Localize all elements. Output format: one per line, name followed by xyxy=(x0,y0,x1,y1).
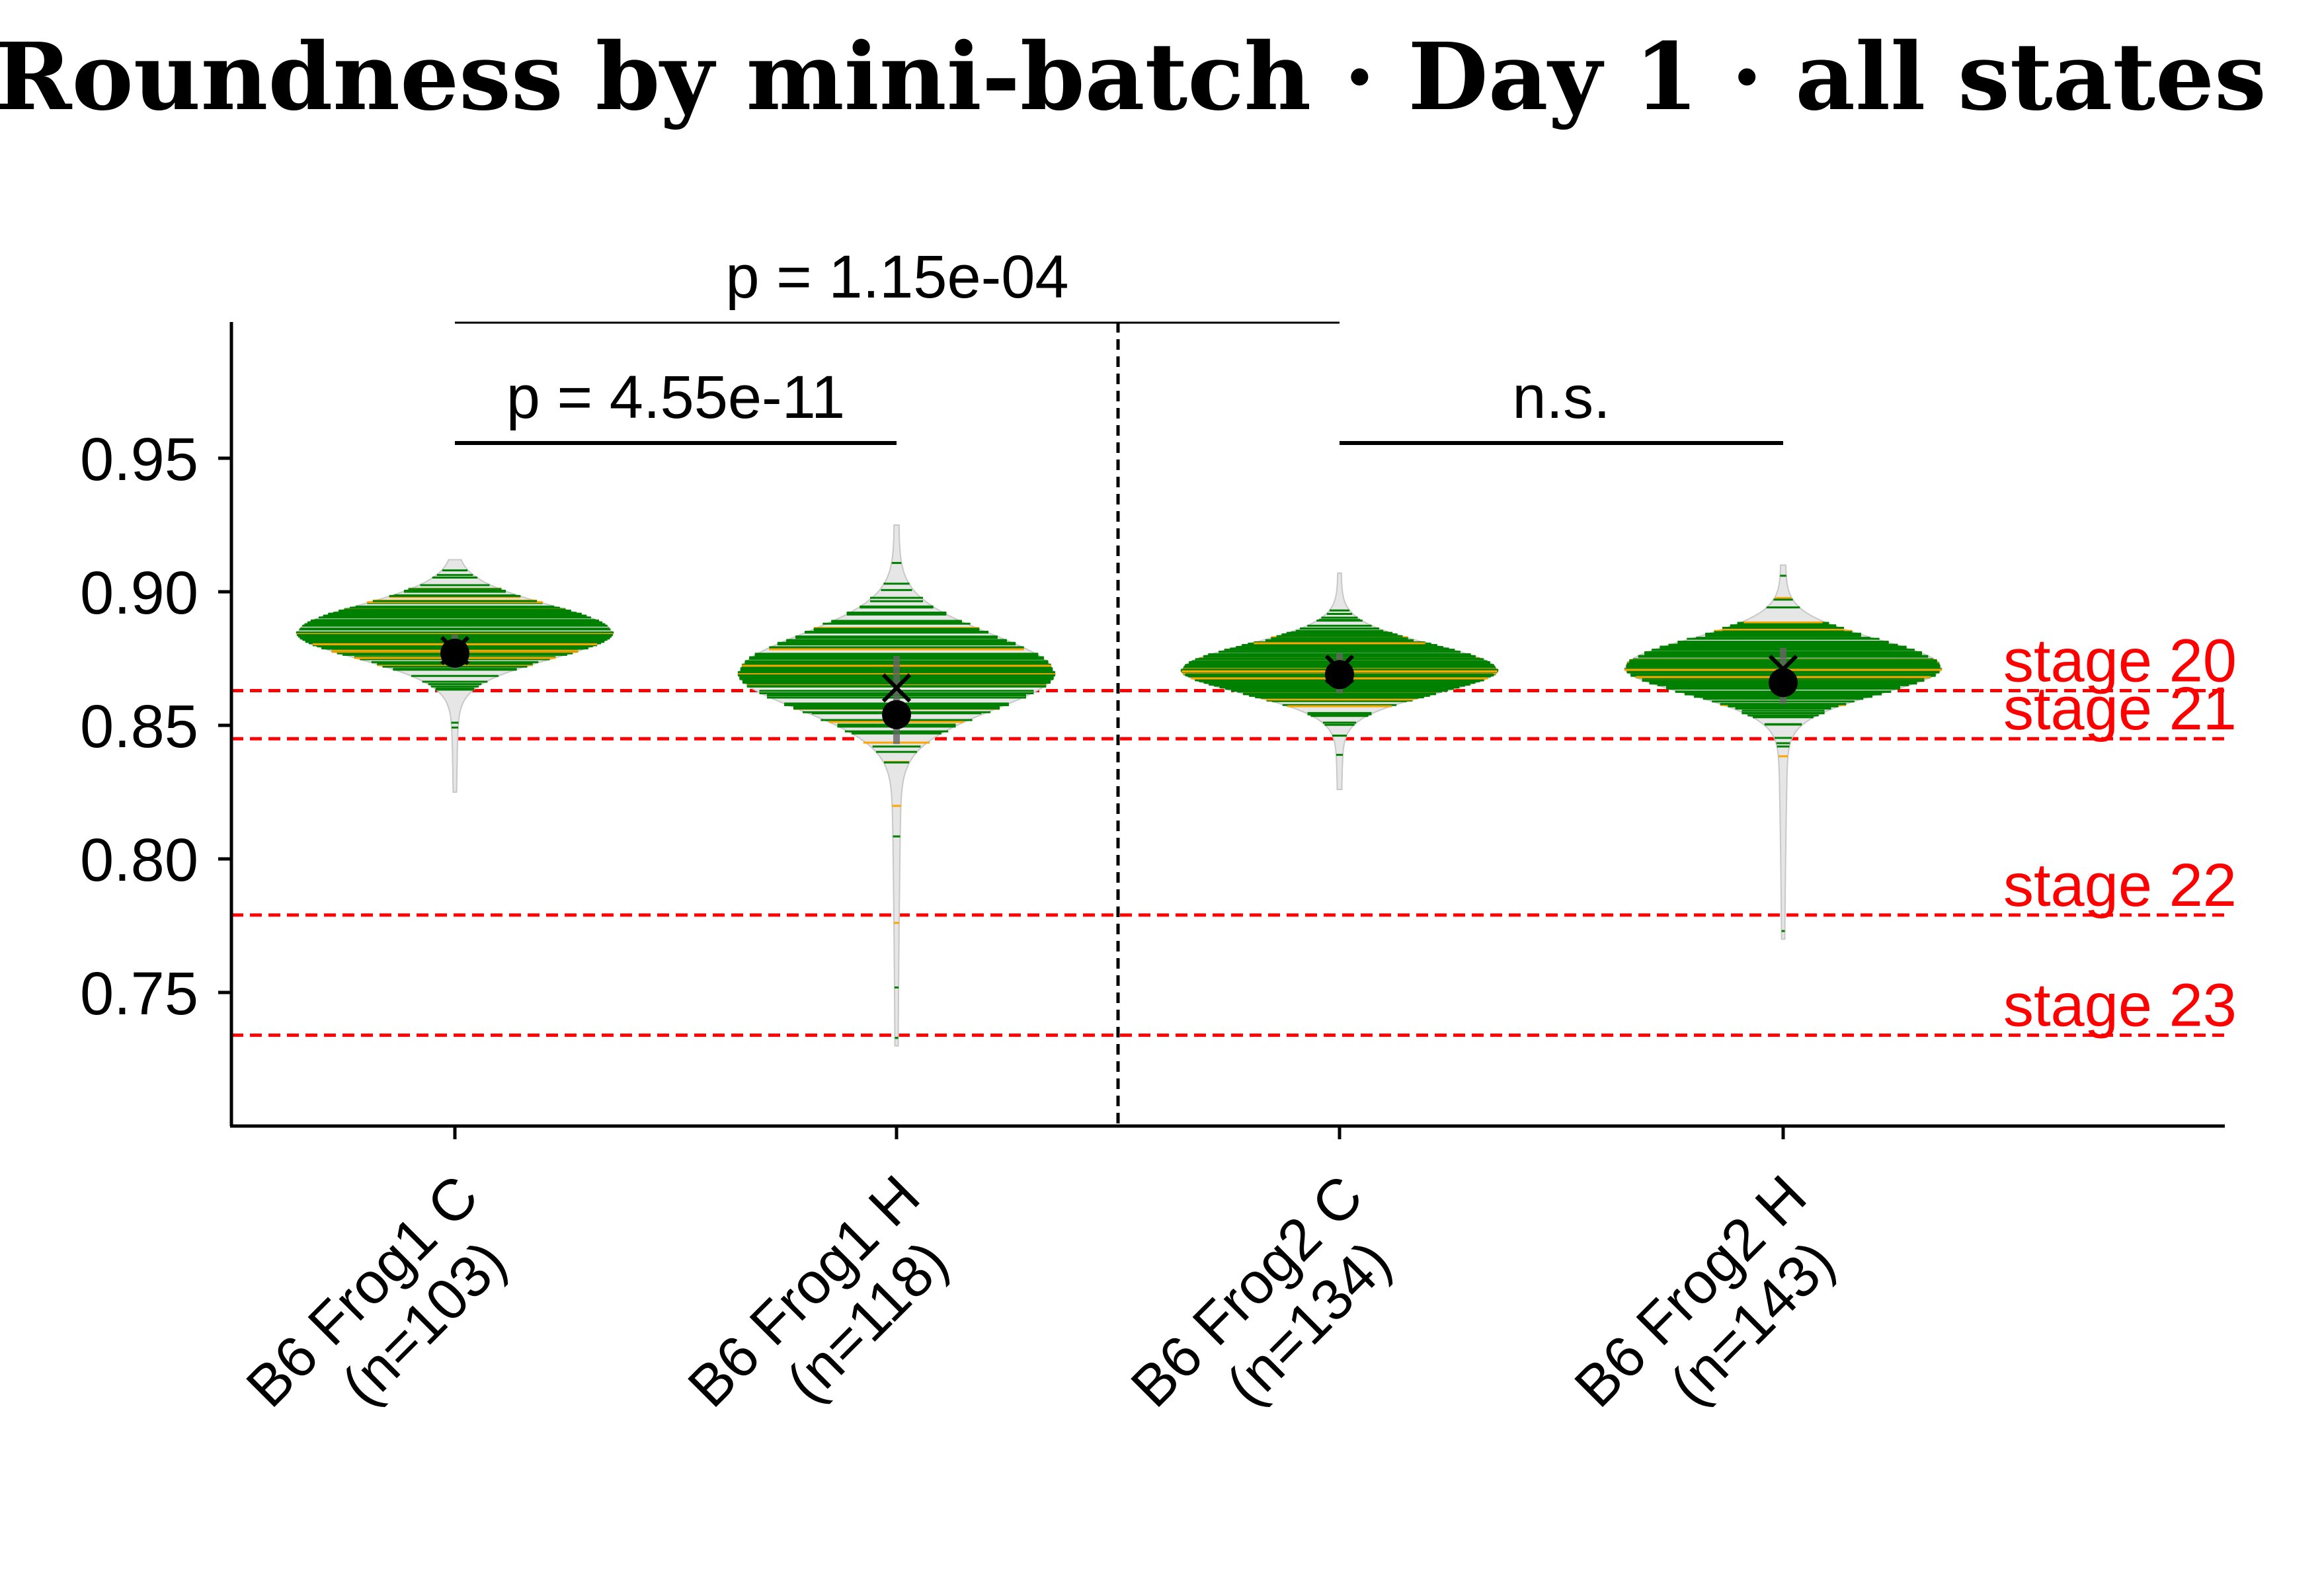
comparison-label: p = 4.55e-11 xyxy=(506,364,845,431)
mean-marker xyxy=(882,700,911,729)
mean-marker xyxy=(1325,660,1354,690)
x-tick-label: B6 Frog2 C(n=134) xyxy=(1118,1162,1422,1466)
reference-line-label: stage 22 xyxy=(2003,852,2237,919)
violin-body xyxy=(1623,564,1943,940)
y-tick-label: 0.95 xyxy=(80,426,198,493)
y-tick-label: 0.85 xyxy=(80,693,198,760)
mean-marker xyxy=(1769,668,1798,698)
mean-marker xyxy=(440,638,469,668)
reference-lines xyxy=(231,688,2225,1037)
median-marker xyxy=(881,673,912,703)
violin-body xyxy=(737,524,1057,1047)
y-ticks: 0.95 0.90 0.85 0.80 0.75 xyxy=(80,426,231,1028)
reference-line-label: stage 23 xyxy=(2003,972,2237,1039)
comparison-label: n.s. xyxy=(1512,364,1610,431)
reference-line-label: stage 20 xyxy=(2003,627,2237,694)
y-tick-label: 0.80 xyxy=(80,827,198,894)
mean-markers xyxy=(440,634,1798,745)
y-tick-label: 0.75 xyxy=(80,960,198,1028)
chart-title: Roundness by mini-batch · Day 1 · all st… xyxy=(0,23,2266,132)
comparison-label: p = 1.15e-04 xyxy=(725,243,1068,311)
reference-line-label: stage 21 xyxy=(2003,675,2237,743)
x-tick-label: B6 Frog2 H(n=143) xyxy=(1562,1162,1865,1466)
x-tick-label: B6 Frog1 H(n=118) xyxy=(675,1162,979,1466)
x-tick-label: B6 Frog1 C(n=103) xyxy=(233,1162,537,1466)
x-ticks: B6 Frog1 C(n=103) B6 Frog1 H(n=118) B6 Fro… xyxy=(233,1126,1865,1466)
y-tick-label: 0.90 xyxy=(80,559,198,627)
significance-brackets: p = 4.55e-11 n.s. p = 1.15e-04 xyxy=(455,243,1783,445)
